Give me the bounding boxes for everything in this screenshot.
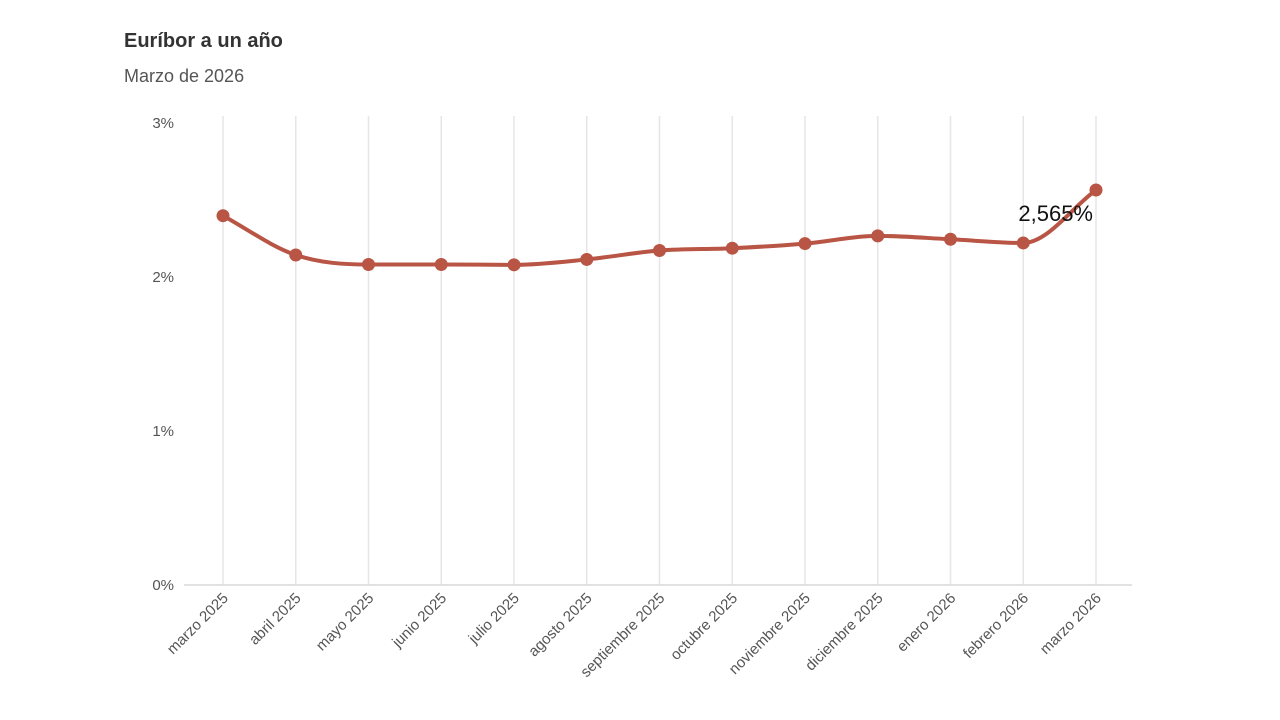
data-point bbox=[434, 258, 448, 272]
chart-title: Euríbor a un año bbox=[124, 30, 283, 52]
x-tick-label: octubre 2025 bbox=[667, 590, 741, 664]
x-tick-label: enero 2026 bbox=[894, 590, 960, 656]
data-point bbox=[653, 244, 666, 258]
grid-lines bbox=[222, 116, 1097, 585]
x-tick-label: agosto 2025 bbox=[525, 590, 595, 660]
x-tick-label: abril 2025 bbox=[246, 590, 305, 649]
data-point bbox=[725, 241, 739, 255]
x-tick-label: julio 2025 bbox=[465, 590, 523, 648]
y-tick-label: 2% bbox=[152, 269, 174, 286]
data-point bbox=[1016, 236, 1030, 250]
chart-subtitle: Marzo de 2026 bbox=[124, 66, 245, 86]
data-point bbox=[507, 258, 521, 272]
x-tick-label: febrero 2026 bbox=[960, 590, 1032, 662]
data-point bbox=[871, 229, 885, 243]
series-layer bbox=[216, 183, 1103, 272]
x-tick-label: junio 2025 bbox=[388, 590, 450, 652]
data-point bbox=[798, 237, 812, 251]
data-point bbox=[362, 258, 375, 272]
data-point bbox=[944, 232, 957, 246]
x-tick-label: mayo 2025 bbox=[313, 590, 378, 655]
data-point bbox=[289, 248, 303, 262]
y-tick-label: 1% bbox=[152, 423, 174, 440]
data-point bbox=[580, 252, 594, 266]
x-tick-label: diciembre 2025 bbox=[802, 590, 887, 675]
x-tick-label: marzo 2025 bbox=[164, 590, 232, 658]
x-tick-label: marzo 2026 bbox=[1037, 590, 1105, 658]
data-label: 2,565% bbox=[1018, 201, 1093, 226]
data-point bbox=[1089, 183, 1103, 197]
y-tick-label: 3% bbox=[152, 115, 174, 132]
data-point bbox=[216, 209, 230, 223]
y-tick-label: 0% bbox=[152, 577, 174, 594]
